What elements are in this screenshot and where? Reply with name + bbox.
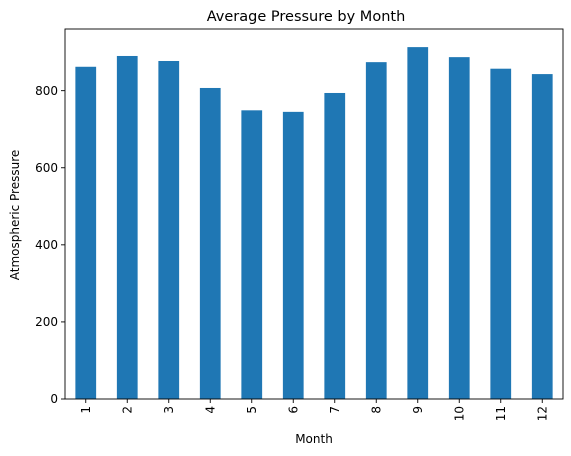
x-tick-label: 7 [328, 406, 342, 414]
bar-month-6 [282, 111, 304, 400]
x-tick-label: 3 [162, 406, 176, 414]
x-tick-label: 12 [535, 406, 549, 421]
y-axis-ticks: 0 200 400 600 800 [35, 84, 65, 406]
bar-month-11 [490, 68, 512, 399]
y-tick-label: 200 [35, 315, 58, 329]
bar-month-10 [448, 57, 470, 399]
x-tick-label: 8 [369, 406, 383, 414]
bar-month-2 [116, 55, 138, 399]
y-tick-label: 600 [35, 161, 58, 175]
bar-month-1 [75, 66, 97, 400]
y-axis-label: Atmospheric Pressure [8, 150, 22, 281]
bar-month-8 [365, 62, 387, 400]
x-tick-label: 6 [286, 406, 300, 414]
chart-title: Average Pressure by Month [207, 9, 406, 25]
bar-month-12 [531, 74, 553, 399]
bar-month-9 [407, 47, 429, 400]
x-tick-label: 11 [494, 406, 508, 421]
x-tick-label: 9 [411, 406, 425, 414]
x-tick-label: 2 [120, 406, 134, 414]
bar-month-7 [324, 92, 346, 399]
y-tick-label: 800 [35, 84, 58, 98]
x-axis-ticks: 1 2 3 4 5 6 7 8 9 10 11 12 [79, 399, 549, 421]
bar-month-3 [158, 60, 180, 400]
x-tick-label: 10 [452, 406, 466, 421]
y-tick-label: 400 [35, 238, 58, 252]
x-tick-label: 4 [203, 406, 217, 414]
bar-month-4 [199, 87, 221, 399]
bar-month-5 [241, 110, 263, 399]
x-tick-label: 1 [79, 406, 93, 414]
x-tick-label: 5 [245, 406, 259, 414]
plot-frame [64, 28, 564, 400]
x-axis-label: Month [295, 432, 333, 446]
y-tick-label: 0 [50, 392, 58, 406]
axes [64, 28, 564, 400]
bars [75, 47, 553, 400]
